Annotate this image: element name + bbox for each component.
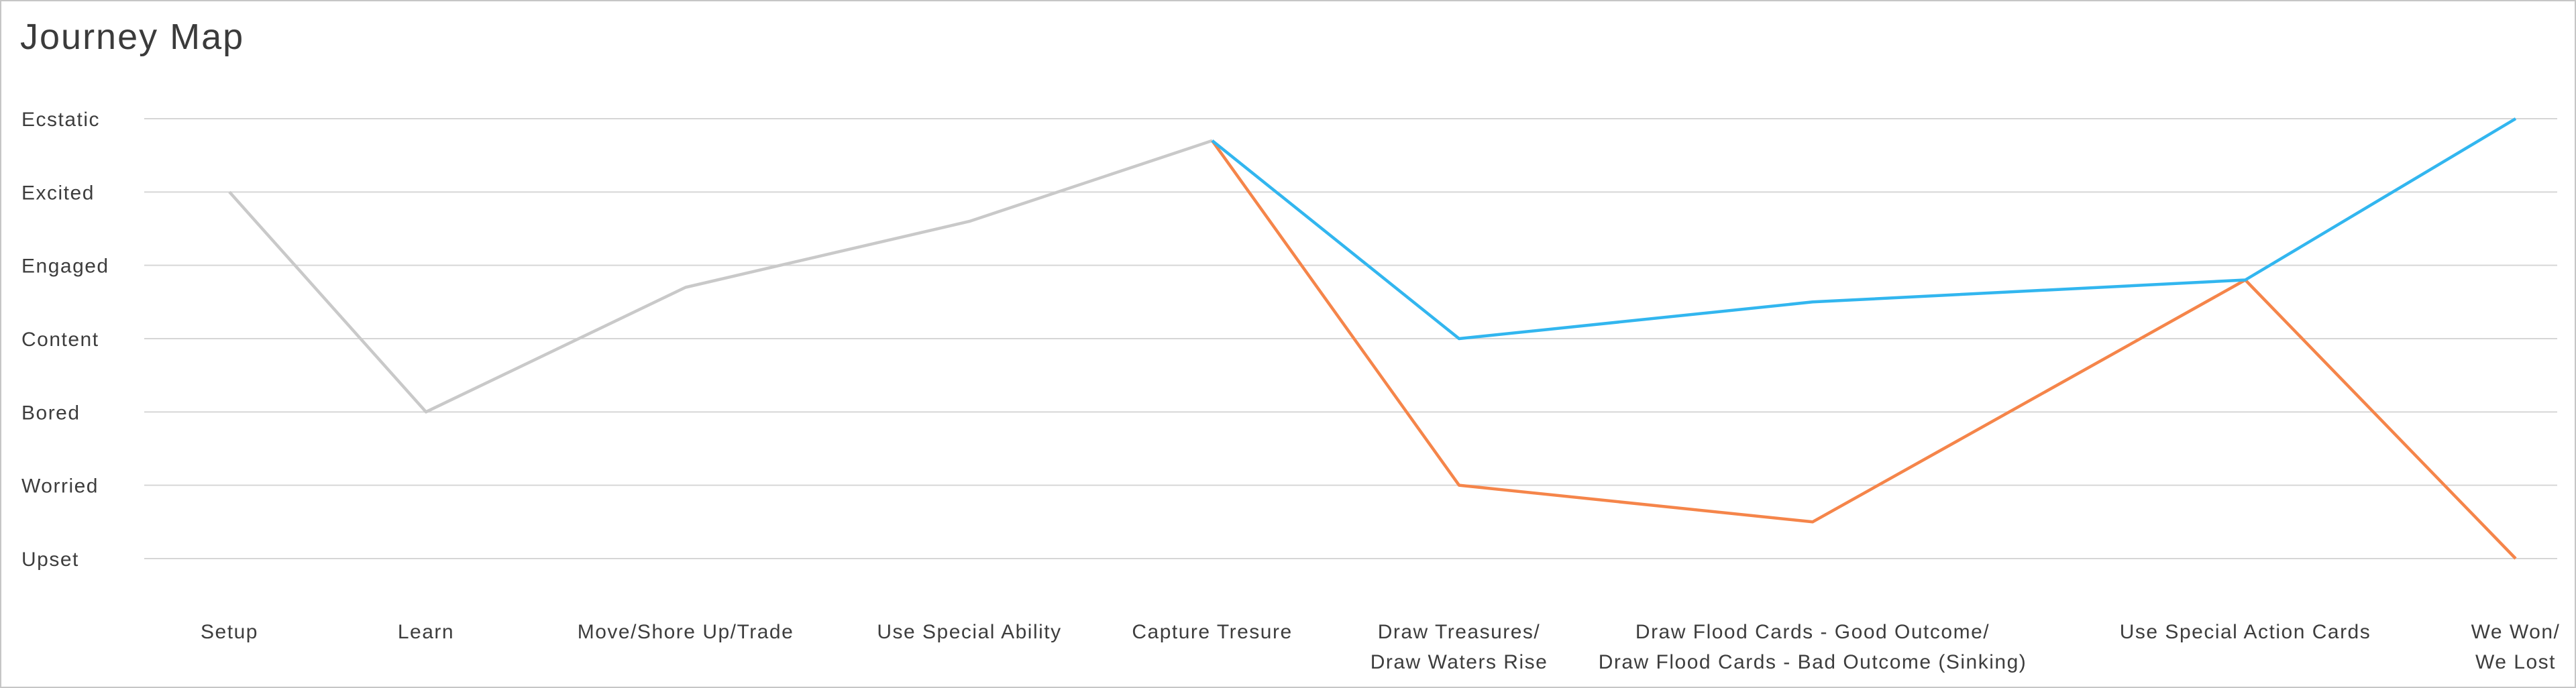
- x-axis-label: Draw Flood Cards - Good Outcome/: [1635, 621, 1990, 643]
- chart-title: Journey Map: [20, 17, 245, 57]
- gray-series-line: [228, 139, 1213, 414]
- x-axis-label: We Lost: [2475, 651, 2556, 673]
- x-axis-label: Capture Tresure: [1132, 621, 1292, 643]
- y-axis-label: Worried: [21, 475, 99, 498]
- x-axis-label: Draw Treasures/: [1378, 621, 1541, 643]
- y-axis-label: Excited: [21, 182, 95, 204]
- y-axis-label: Content: [21, 329, 99, 351]
- x-axis-label: Draw Waters Rise: [1371, 651, 1548, 673]
- blue-series-line: [1211, 117, 2517, 341]
- x-axis-label: Setup: [201, 621, 258, 643]
- x-axis-label: Use Special Action Cards: [2120, 621, 2371, 643]
- x-axis-label: Learn: [398, 621, 454, 643]
- y-axis-label: Upset: [21, 549, 79, 571]
- x-axis-label: Draw Flood Cards - Bad Outcome (Sinking): [1599, 651, 2027, 673]
- x-axis-label: We Won/: [2471, 621, 2561, 643]
- x-axis-label: Use Special Ability: [877, 621, 1061, 643]
- x-axis-label: Move/Shore Up/Trade: [578, 621, 794, 643]
- orange-series-line: [1211, 139, 2517, 560]
- y-axis-label: Ecstatic: [21, 109, 100, 131]
- y-axis-label: Bored: [21, 402, 80, 424]
- y-axis-label: Engaged: [21, 255, 109, 278]
